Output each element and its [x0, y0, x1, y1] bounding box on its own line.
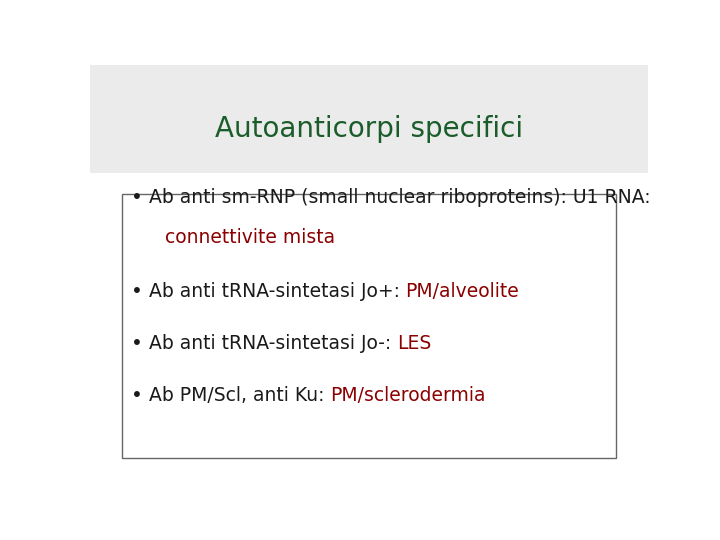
Text: connettivite mista: connettivite mista — [166, 228, 336, 247]
Text: LES: LES — [397, 334, 431, 353]
Text: Ab anti tRNA-sintetasi Jo+:: Ab anti tRNA-sintetasi Jo+: — [148, 282, 405, 301]
Text: PM/sclerodermia: PM/sclerodermia — [330, 386, 485, 405]
Text: •: • — [132, 188, 143, 207]
Text: Ab PM/Scl, anti Ku:: Ab PM/Scl, anti Ku: — [148, 386, 330, 405]
Text: •: • — [132, 334, 143, 353]
Text: Autoanticorpi specifici: Autoanticorpi specifici — [215, 115, 523, 143]
Text: Ab anti tRNA-sintetasi Jo-:: Ab anti tRNA-sintetasi Jo-: — [148, 334, 397, 353]
FancyBboxPatch shape — [90, 65, 648, 173]
Text: PM/alveolite: PM/alveolite — [405, 282, 519, 301]
Text: Ab anti sm-RNP (small nuclear riboproteins): U1 RNA:: Ab anti sm-RNP (small nuclear riboprotei… — [148, 188, 650, 207]
Text: •: • — [132, 282, 143, 301]
Text: •: • — [132, 386, 143, 405]
FancyBboxPatch shape — [122, 194, 616, 458]
